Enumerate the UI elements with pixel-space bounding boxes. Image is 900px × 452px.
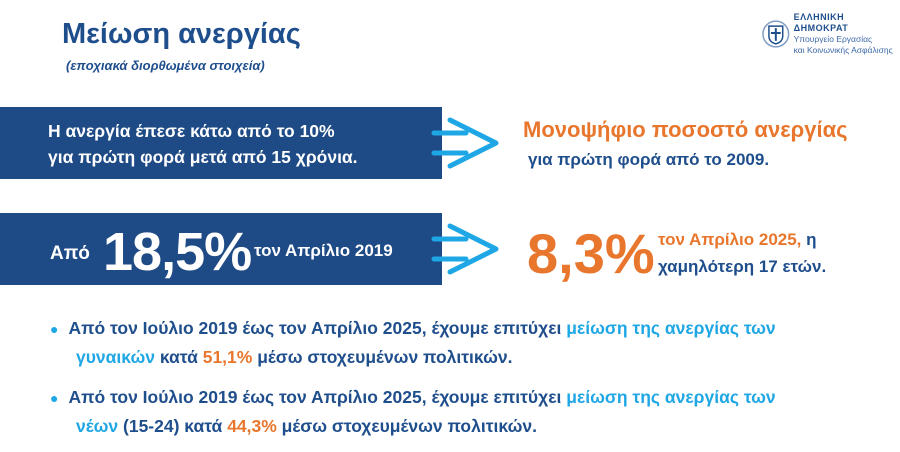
from-month: τον Απρίλιο 2019 bbox=[254, 241, 393, 260]
bullet-highlight: μείωση της ανεργίας των bbox=[566, 318, 776, 338]
bullet-highlight: μείωση της ανεργίας των bbox=[566, 387, 776, 407]
page-subtitle: (εποχιακά διορθωμένα στοιχεία) bbox=[66, 58, 265, 73]
to-note: χαμηλότερη 17 ετών. bbox=[658, 257, 827, 276]
greek-coat-of-arms-icon bbox=[762, 20, 790, 48]
bullet-text: μέσω στοχευμένων πολιτικών. bbox=[276, 416, 537, 436]
ministry-logo: ΕΛΛΗΝΙΚΗ ΔΗΜΟΚΡΑΤ Υπουργείο Εργασίας και… bbox=[762, 12, 900, 56]
to-month-text: τον Απρίλιο 2025, bbox=[658, 230, 802, 249]
bullet-highlight: νέων bbox=[76, 416, 119, 436]
bullet-value: 44,3% bbox=[227, 416, 277, 436]
to-month: τον Απρίλιο 2025, η bbox=[658, 230, 817, 250]
bullet-youth: ● Από τον Ιούλιο 2019 έως τον Απρίλιο 202… bbox=[50, 383, 776, 440]
page-title: Μείωση ανεργίας bbox=[62, 18, 301, 50]
arrow-right-icon bbox=[431, 223, 499, 275]
bullet-text: Από τον Ιούλιο 2019 έως τον Απρίλιο 2025… bbox=[68, 318, 567, 338]
bullet-text: κατά bbox=[154, 347, 203, 367]
bullet-text: μέσω στοχευμένων πολιτικών. bbox=[252, 347, 513, 367]
logo-line3: και Κοινωνικής Ασφάλισης bbox=[793, 45, 893, 55]
bullet-dot-icon: ● bbox=[50, 321, 59, 337]
bullet-text: (15-24) κατά bbox=[118, 416, 228, 436]
banner-below-10: Η ανεργία έπεσε κάτω από το 10% για πρώτ… bbox=[0, 107, 442, 179]
bullet-women: ● Από τον Ιούλιο 2019 έως τον Απρίλιο 202… bbox=[50, 314, 776, 371]
bullet-value: 51,1% bbox=[202, 347, 253, 367]
single-digit-sub: για πρώτη φορά από το 2009. bbox=[528, 150, 770, 169]
banner-from-value: Από 18,5% τον Απρίλιο 2019 bbox=[0, 213, 442, 285]
arrow-right-icon bbox=[431, 117, 499, 169]
from-label: Από bbox=[50, 243, 90, 264]
bullet-highlight: γυναικών bbox=[76, 347, 155, 367]
logo-line1: ΕΛΛΗΝΙΚΗ ΔΗΜΟΚΡΑΤ bbox=[793, 12, 849, 33]
banner1-line1: Η ανεργία έπεσε κάτω από το 10% bbox=[48, 121, 335, 141]
single-digit-heading: Μονοψήφιο ποσοστό ανεργίας bbox=[523, 117, 848, 142]
bullet-text: Από τον Ιούλιο 2019 έως τον Απρίλιο 2025… bbox=[68, 387, 567, 407]
from-value: 18,5% bbox=[103, 222, 252, 282]
logo-line2: Υπουργείο Εργασίας bbox=[793, 34, 873, 44]
banner1-line2: για πρώτη φορά μετά από 15 χρόνια. bbox=[48, 147, 358, 167]
to-suffix: η bbox=[806, 230, 817, 249]
to-value: 8,3% bbox=[527, 222, 655, 285]
bullet-dot-icon: ● bbox=[50, 390, 59, 406]
